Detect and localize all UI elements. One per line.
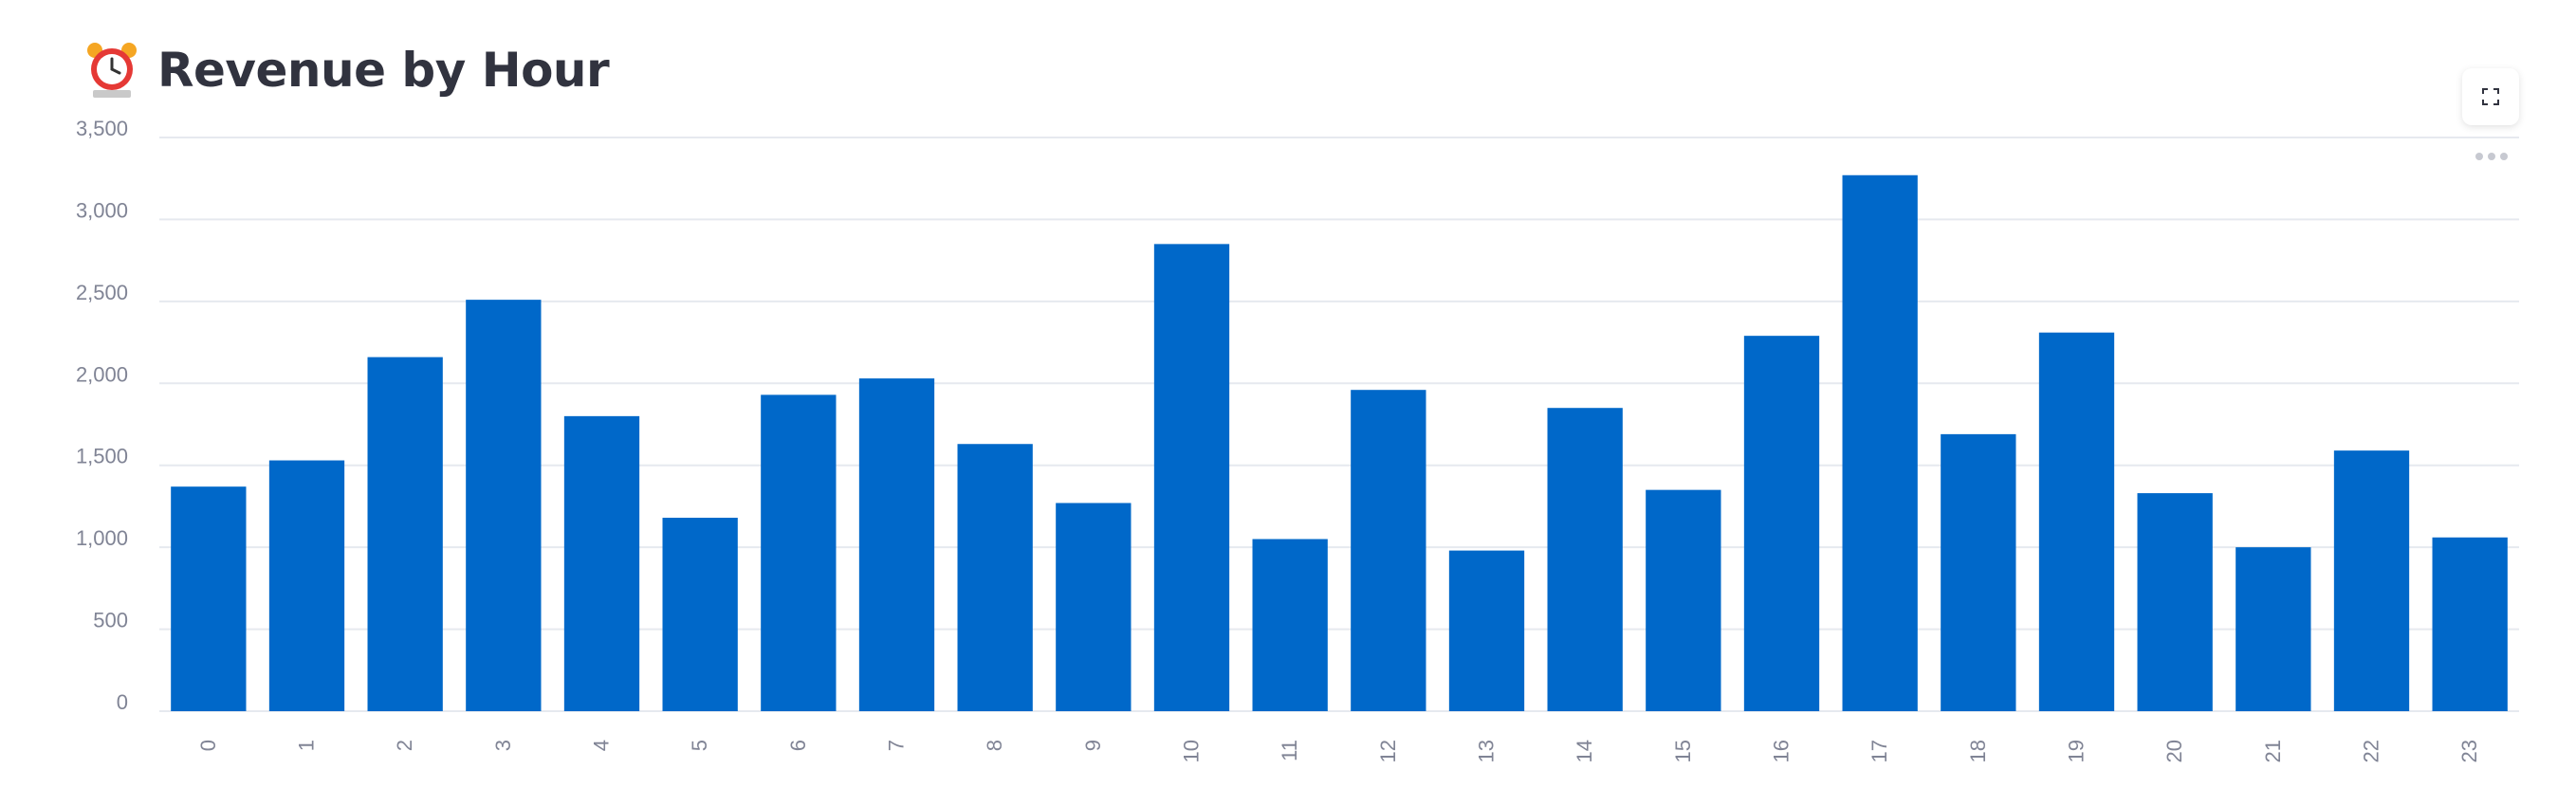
x-tick-label: 7	[885, 740, 909, 751]
x-tick-label: 1	[295, 740, 319, 751]
y-tick-label: 3,000	[76, 198, 128, 222]
bar-hour-17[interactable]	[1842, 174, 1918, 711]
bar-hour-23[interactable]	[2432, 537, 2508, 711]
bar-hour-19[interactable]	[2038, 332, 2115, 711]
bar-hour-12[interactable]	[1351, 390, 1426, 711]
alarm-clock-icon	[85, 41, 138, 100]
bars	[171, 174, 2508, 712]
bar-hour-4[interactable]	[563, 415, 640, 711]
y-tick-label: 1,500	[76, 445, 128, 468]
x-tick-label: 8	[983, 740, 1006, 751]
bar-hour-21[interactable]	[2236, 547, 2311, 711]
x-tick-label: 10	[1180, 740, 1204, 762]
bar-hour-1[interactable]	[268, 460, 345, 711]
y-axis-ticks: 0 500 1,000 1,500 2,000 2,500 3,000 3,500	[76, 117, 128, 714]
bar-hour-0[interactable]	[171, 486, 247, 711]
x-tick-label: 15	[1671, 740, 1695, 762]
bar-hour-9[interactable]	[1056, 503, 1132, 711]
x-tick-label: 14	[1573, 740, 1596, 762]
x-tick-label: 11	[1278, 740, 1301, 761]
chart-header: Revenue by Hour	[85, 36, 610, 104]
bar-hour-15[interactable]	[1646, 489, 1721, 711]
more-options-button[interactable]	[2472, 144, 2512, 169]
x-tick-label: 6	[786, 740, 810, 751]
bar-hour-5[interactable]	[662, 518, 738, 711]
fullscreen-button[interactable]	[2462, 68, 2519, 125]
x-tick-label: 16	[1770, 740, 1794, 762]
x-tick-label: 5	[688, 740, 711, 751]
fullscreen-icon	[2482, 88, 2499, 105]
y-tick-label: 0	[117, 690, 128, 714]
y-tick-label: 3,500	[76, 117, 128, 140]
bar-hour-14[interactable]	[1547, 408, 1623, 711]
bar-hour-3[interactable]	[466, 300, 542, 711]
bar-hour-20[interactable]	[2137, 493, 2213, 711]
bar-hour-22[interactable]	[2333, 450, 2410, 711]
bar-hour-6[interactable]	[761, 394, 837, 711]
bar-hour-7[interactable]	[858, 378, 935, 711]
x-tick-label: 22	[2360, 740, 2383, 762]
page-title: Revenue by Hour	[157, 43, 610, 98]
bar-hour-10[interactable]	[1153, 244, 1230, 711]
y-tick-label: 500	[93, 609, 128, 632]
x-tick-label: 13	[1475, 740, 1499, 762]
bar-hour-2[interactable]	[367, 357, 443, 711]
y-tick-label: 2,500	[76, 281, 128, 304]
x-tick-label: 18	[1966, 740, 1990, 762]
y-tick-label: 1,000	[76, 526, 128, 550]
x-tick-label: 12	[1376, 740, 1400, 762]
y-tick-label: 2,000	[76, 362, 128, 386]
x-tick-label: 3	[491, 740, 515, 751]
bar-hour-13[interactable]	[1448, 550, 1525, 711]
gridlines	[159, 137, 2519, 712]
x-tick-label: 0	[196, 740, 220, 751]
bar-hour-16[interactable]	[1743, 336, 1820, 711]
x-tick-label: 4	[590, 740, 614, 751]
x-tick-label: 23	[2457, 740, 2481, 762]
x-tick-label: 20	[2162, 740, 2186, 762]
bar-hour-11[interactable]	[1252, 539, 1328, 712]
more-horizontal-icon	[2475, 153, 2508, 160]
bar-hour-8[interactable]	[957, 444, 1033, 711]
x-tick-label: 17	[1868, 740, 1891, 762]
x-axis-ticks: 0 1 2 3 4 5 6 7 8 9 10 11 12 13 14 15 16 17 18 19 20 21 22 23	[196, 740, 2481, 762]
x-tick-label: 2	[393, 740, 416, 751]
x-tick-label: 19	[2065, 740, 2088, 762]
x-tick-label: 9	[1081, 740, 1105, 751]
bar-hour-18[interactable]	[1941, 433, 2016, 711]
x-tick-label: 21	[2261, 740, 2285, 762]
